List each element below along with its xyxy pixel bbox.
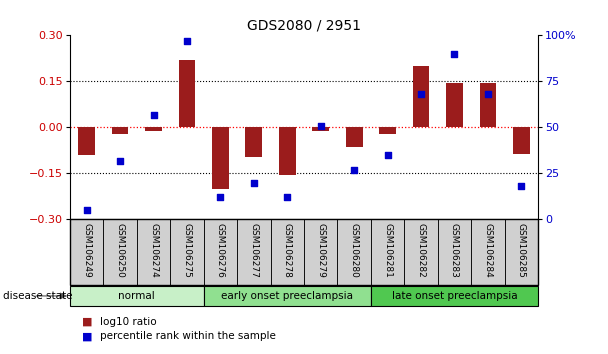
Text: GSM106278: GSM106278	[283, 223, 292, 278]
Bar	[513, 127, 530, 154]
Bar	[371, 286, 538, 306]
Point	[148, 112, 158, 118]
Text: percentile rank within the sample: percentile rank within the sample	[100, 331, 276, 341]
Bar	[271, 219, 304, 285]
Text: GSM106282: GSM106282	[416, 223, 426, 278]
Point	[449, 51, 460, 57]
Text: GSM106280: GSM106280	[350, 223, 359, 278]
Point	[249, 180, 259, 185]
Point	[282, 195, 292, 200]
Bar	[279, 127, 295, 175]
Point	[182, 38, 192, 44]
Bar	[246, 127, 262, 156]
Bar	[379, 127, 396, 133]
Text: GSM106276: GSM106276	[216, 223, 225, 278]
Bar	[505, 219, 538, 285]
Bar	[304, 219, 337, 285]
Bar	[237, 219, 271, 285]
Bar	[438, 219, 471, 285]
Text: GSM106285: GSM106285	[517, 223, 526, 278]
Point	[517, 183, 527, 189]
Point	[483, 91, 493, 97]
Bar	[204, 286, 371, 306]
Text: ■: ■	[82, 331, 92, 341]
Bar	[371, 219, 404, 285]
Bar	[313, 127, 329, 131]
Bar	[70, 219, 103, 285]
Text: ■: ■	[82, 317, 92, 327]
Bar	[70, 286, 204, 306]
Point	[383, 152, 393, 158]
Bar	[346, 127, 362, 147]
Text: GSM106279: GSM106279	[316, 223, 325, 278]
Point	[316, 123, 326, 129]
Text: GSM106283: GSM106283	[450, 223, 459, 278]
Point	[349, 167, 359, 173]
Bar	[170, 219, 204, 285]
Text: log10 ratio: log10 ratio	[100, 317, 157, 327]
Point	[416, 91, 426, 97]
Text: GSM106274: GSM106274	[149, 223, 158, 278]
Point	[215, 195, 225, 200]
Bar	[179, 60, 195, 127]
Bar	[480, 83, 496, 127]
Text: GSM106284: GSM106284	[483, 223, 492, 278]
Bar	[471, 219, 505, 285]
Text: late onset preeclampsia: late onset preeclampsia	[392, 291, 517, 301]
Text: early onset preeclampsia: early onset preeclampsia	[221, 291, 353, 301]
Bar	[103, 219, 137, 285]
Text: disease state: disease state	[3, 291, 72, 301]
Text: GSM106281: GSM106281	[383, 223, 392, 278]
Text: GSM106277: GSM106277	[249, 223, 258, 278]
Point	[81, 207, 91, 213]
Bar	[78, 127, 95, 155]
Text: GSM106275: GSM106275	[182, 223, 192, 278]
Bar	[204, 219, 237, 285]
Bar	[137, 219, 170, 285]
Bar	[112, 127, 128, 133]
Bar	[413, 66, 429, 127]
Bar	[446, 83, 463, 127]
Bar	[404, 219, 438, 285]
Text: GSM106249: GSM106249	[82, 223, 91, 278]
Bar	[145, 127, 162, 131]
Point	[115, 158, 125, 164]
Bar	[337, 219, 371, 285]
Text: GSM106250: GSM106250	[116, 223, 125, 278]
Bar	[212, 127, 229, 189]
Text: normal: normal	[119, 291, 155, 301]
Title: GDS2080 / 2951: GDS2080 / 2951	[247, 19, 361, 33]
